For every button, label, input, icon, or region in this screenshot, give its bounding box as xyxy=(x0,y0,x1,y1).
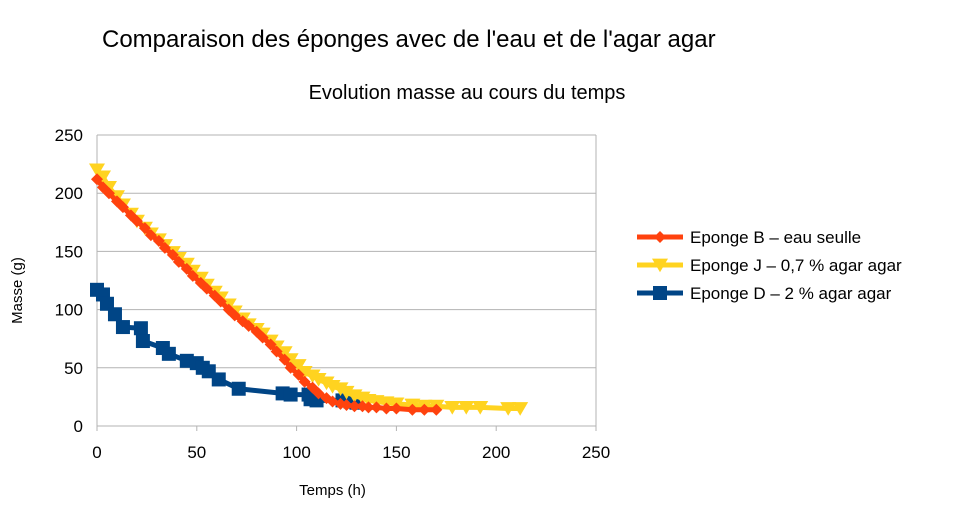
x-tick-label: 50 xyxy=(187,443,206,462)
data-point xyxy=(338,385,355,400)
x-tick-label: 100 xyxy=(282,443,310,462)
axes: 0 50 100 150 200 250 0 50 100 150 200 250 Temps (h) M… xyxy=(9,126,610,499)
data-point xyxy=(292,368,305,381)
data-point xyxy=(418,403,431,416)
data-point xyxy=(444,400,461,415)
data-point xyxy=(158,241,171,254)
data-point xyxy=(284,361,297,374)
data-point xyxy=(166,248,179,261)
data-point xyxy=(152,234,165,247)
data-point xyxy=(340,399,353,412)
data-point xyxy=(270,345,283,358)
data-point xyxy=(264,338,277,351)
data-point xyxy=(116,201,129,214)
data-point xyxy=(115,320,130,335)
data-point xyxy=(102,187,115,200)
y-tick-label: 50 xyxy=(64,359,83,378)
grid xyxy=(97,134,597,427)
data-point xyxy=(228,309,241,322)
chart-title: Comparaison des éponges avec de l'eau et… xyxy=(102,26,716,53)
legend-item-2: Eponge D – 2 % agar agar xyxy=(637,284,892,303)
data-point xyxy=(200,282,213,295)
data-point xyxy=(406,403,419,416)
x-tick-label: 200 xyxy=(482,443,510,462)
legend-swatch-marker xyxy=(653,286,667,300)
data-point xyxy=(430,403,443,416)
data-point xyxy=(310,373,327,387)
data-point xyxy=(312,387,325,400)
y-tick-label: 100 xyxy=(55,301,83,320)
series-group xyxy=(89,163,529,416)
x-axis-title: Temps (h) xyxy=(299,482,366,499)
legend-label: Eponge B – eau seulle xyxy=(690,228,861,247)
data-point xyxy=(135,334,150,349)
data-point xyxy=(283,387,298,402)
legend-label: Eponge D – 2 % agar agar xyxy=(690,284,892,303)
data-point xyxy=(380,402,393,415)
data-point xyxy=(278,353,291,366)
data-point xyxy=(94,170,111,185)
data-point xyxy=(144,229,157,242)
y-tick-label: 200 xyxy=(55,184,83,203)
data-point xyxy=(186,269,199,282)
data-point xyxy=(180,262,193,275)
x-tick-label: 150 xyxy=(382,443,410,462)
legend-item-1: Eponge J – 0,7 % agar agar xyxy=(637,256,902,275)
data-point xyxy=(458,400,475,415)
x-tick-label: 0 xyxy=(92,443,101,462)
data-point xyxy=(211,372,226,387)
legend-swatch-marker xyxy=(652,258,668,273)
series-0 xyxy=(91,173,443,416)
data-point xyxy=(91,173,103,186)
data-point xyxy=(172,255,185,268)
data-point xyxy=(512,402,529,416)
series-1 xyxy=(89,163,529,416)
legend-label: Eponge J – 0,7 % agar agar xyxy=(690,256,902,275)
data-point xyxy=(107,307,122,322)
legend-swatch-marker xyxy=(654,231,666,243)
y-axis-title: Masse (g) xyxy=(9,257,26,324)
y-tick-label: 150 xyxy=(55,242,83,261)
data-point xyxy=(390,402,403,415)
y-tick-label: 250 xyxy=(55,126,83,145)
series-line xyxy=(94,177,437,413)
legend: Eponge B – eau seulle Eponge J – 0,7 % ag… xyxy=(637,228,902,303)
data-point xyxy=(161,346,176,361)
data-point xyxy=(214,295,227,308)
data-point xyxy=(89,163,105,178)
data-point xyxy=(362,401,375,414)
chart-subtitle: Evolution masse au cours du temps xyxy=(308,82,626,104)
data-point xyxy=(242,319,255,332)
data-point xyxy=(256,331,269,344)
x-tick-label: 250 xyxy=(582,443,610,462)
data-point xyxy=(130,215,143,228)
data-point xyxy=(500,402,517,416)
y-tick-label: 0 xyxy=(74,417,83,436)
data-point xyxy=(133,321,148,336)
data-point xyxy=(231,381,246,396)
data-point xyxy=(370,401,383,414)
data-point xyxy=(472,400,489,415)
data-point xyxy=(290,359,307,373)
data-point xyxy=(296,366,313,380)
legend-item-0: Eponge B – eau seulle xyxy=(637,228,861,247)
data-point xyxy=(298,375,311,388)
data-point xyxy=(348,400,361,413)
data-point xyxy=(138,222,151,235)
